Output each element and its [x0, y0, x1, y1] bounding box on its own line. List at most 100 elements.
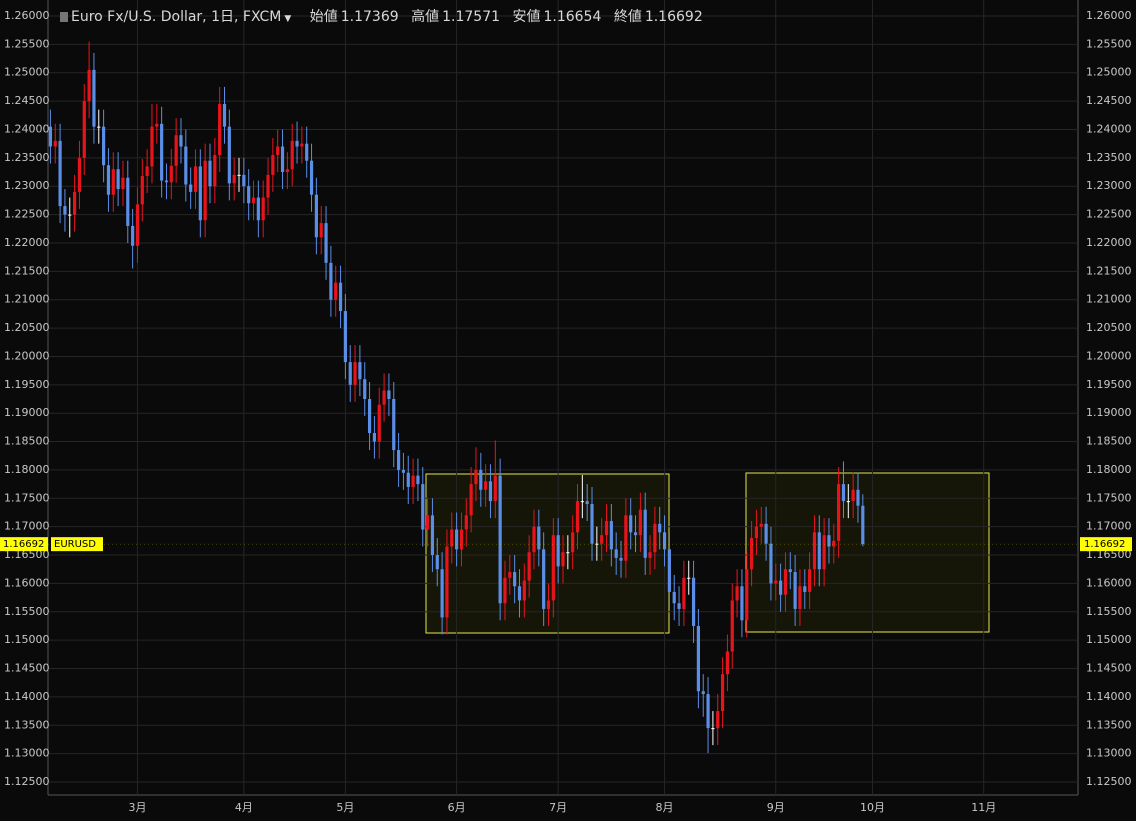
y-tick-label: 1.16000	[4, 576, 50, 589]
candle-body	[498, 475, 502, 604]
y-tick-label: 1.19000	[1086, 406, 1132, 419]
candle-body	[68, 214, 72, 216]
labels: 1.12500 1.12500 1.13000 1.13000 1.13500 1.135…	[0, 9, 1132, 814]
y-tick-label: 1.18000	[1086, 463, 1132, 476]
candle-body	[411, 475, 415, 487]
candle-body	[251, 197, 256, 204]
candle-body	[711, 728, 715, 730]
price-tag-label: 1.16692	[3, 539, 44, 550]
candle-body	[658, 523, 662, 533]
candle-body	[759, 523, 763, 527]
candle-body	[416, 475, 420, 485]
y-tick-label: 1.18500	[1086, 435, 1132, 448]
candle-body	[522, 580, 526, 601]
y-tick-label: 1.24500	[4, 94, 50, 107]
candle-body	[687, 577, 691, 579]
y-tick-label: 1.17500	[4, 491, 50, 504]
candle-body	[343, 311, 347, 363]
candle-body	[609, 520, 613, 550]
candle-body	[648, 552, 652, 558]
x-tick-label: 8月	[656, 801, 674, 814]
candle-body	[735, 586, 739, 601]
candle-body	[358, 362, 362, 380]
candle-body	[353, 362, 357, 385]
candle-body	[716, 711, 720, 729]
candle-body	[455, 529, 459, 550]
candle-body	[198, 166, 202, 221]
candle-body	[426, 515, 430, 530]
y-tick-label: 1.25500	[4, 37, 50, 50]
candle-body	[290, 140, 294, 170]
candle-body	[169, 165, 173, 183]
candle-body	[861, 505, 865, 545]
dropdown-icon[interactable]: ▼	[284, 14, 292, 24]
candle-body	[58, 140, 62, 207]
candle-body	[464, 515, 468, 530]
candle-body	[237, 174, 241, 176]
y-tick-label: 1.19500	[1086, 378, 1132, 391]
candle-body	[817, 532, 821, 570]
y-tick-label: 1.15500	[1086, 605, 1132, 618]
y-tick-label: 1.24000	[4, 122, 50, 135]
candle-body	[638, 509, 642, 536]
price-tag-label: 1.16692	[1084, 539, 1125, 550]
candle-body	[774, 580, 778, 584]
candle-body	[435, 555, 439, 570]
candle-body	[812, 532, 817, 570]
candle-body	[48, 126, 53, 147]
candle-body	[367, 399, 372, 434]
candle-body	[218, 103, 222, 156]
y-tick-label: 1.13000	[4, 747, 50, 760]
candle-body	[769, 543, 773, 584]
candle-body	[72, 191, 77, 215]
y-tick-label: 1.15500	[4, 605, 50, 618]
candle-body	[430, 515, 435, 556]
candle-body	[677, 603, 681, 609]
candle-body	[614, 549, 618, 558]
y-tick-label: 1.18500	[4, 435, 50, 448]
high-value: 1.17571	[442, 9, 501, 25]
candle-body	[604, 520, 609, 536]
candle-body	[846, 501, 850, 503]
candle-body	[643, 509, 647, 558]
y-tick-label: 1.23500	[1086, 151, 1132, 164]
candle-body	[624, 515, 628, 561]
candle-body	[334, 282, 338, 300]
candle-body	[740, 586, 744, 621]
candle-body	[503, 577, 507, 604]
y-tick-label: 1.22500	[1086, 208, 1132, 221]
candle-body	[382, 390, 386, 405]
candle-body	[387, 390, 391, 400]
candle-body	[271, 155, 275, 175]
high-label: 高値	[411, 9, 440, 25]
candle-body	[314, 194, 318, 238]
y-tick-label: 1.20500	[4, 321, 50, 334]
candles	[48, 41, 865, 754]
candle-body	[116, 169, 120, 190]
candle-body	[662, 532, 667, 550]
y-tick-label: 1.22000	[4, 236, 50, 249]
candle-body	[832, 540, 836, 547]
candle-body	[667, 549, 671, 592]
x-tick-label: 4月	[235, 801, 253, 814]
candle-body	[619, 557, 623, 561]
header: Euro Fx/U.S. Dollar, 1日, FXCM ▼ 始値 1.17369…	[60, 6, 706, 26]
candle-body	[653, 523, 657, 553]
candle-body	[242, 174, 246, 187]
candle-body	[53, 140, 57, 147]
candle-body	[691, 577, 696, 626]
candle-body	[517, 586, 522, 601]
candle-body	[111, 169, 115, 195]
candle-body	[174, 135, 178, 166]
x-tick-label: 7月	[549, 801, 567, 814]
y-tick-label: 1.23000	[1086, 179, 1132, 192]
y-tick-label: 1.19500	[4, 378, 50, 391]
candle-body	[213, 155, 217, 187]
y-tick-label: 1.17000	[1086, 520, 1132, 533]
candle-body	[779, 580, 783, 595]
candle-body	[208, 160, 212, 187]
y-tick-label: 1.25000	[4, 66, 50, 79]
candle-body	[798, 586, 802, 609]
